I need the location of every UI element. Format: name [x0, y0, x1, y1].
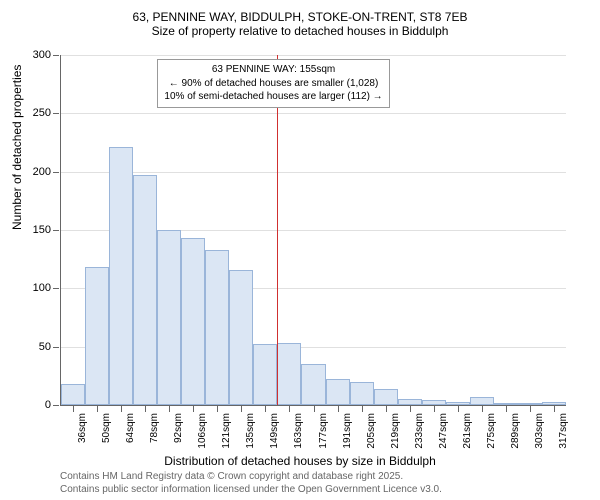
y-tick-label: 100 — [33, 282, 51, 294]
x-axis-label: Distribution of detached houses by size … — [0, 454, 600, 468]
x-tick-label: 78sqm — [149, 413, 160, 443]
y-axis-label: Number of detached properties — [10, 65, 24, 230]
x-tick-label: 50sqm — [101, 413, 112, 443]
bar — [518, 403, 542, 405]
bar — [350, 382, 374, 405]
x-tick-label: 106sqm — [197, 413, 208, 449]
bar — [422, 400, 446, 405]
y-tick — [53, 55, 59, 56]
x-tick — [530, 406, 531, 412]
footnote: Contains HM Land Registry data © Crown c… — [60, 470, 442, 496]
x-tick-label: 92sqm — [173, 413, 184, 443]
x-tick-label: 177sqm — [318, 413, 329, 449]
footnote-line-1: Contains HM Land Registry data © Crown c… — [60, 470, 442, 483]
bar — [229, 270, 253, 405]
x-tick-label: 121sqm — [221, 413, 232, 449]
y-tick — [53, 230, 59, 231]
x-tick — [386, 406, 387, 412]
x-tick-label: 233sqm — [414, 413, 425, 449]
x-tick — [241, 406, 242, 412]
y-tick — [53, 113, 59, 114]
x-tick-label: 275sqm — [486, 413, 497, 449]
bar — [61, 384, 85, 405]
y-tick — [53, 288, 59, 289]
x-tick — [410, 406, 411, 412]
gridline — [61, 113, 566, 114]
bar — [398, 399, 422, 405]
x-tick-label: 219sqm — [390, 413, 401, 449]
annotation-line-1: 63 PENNINE WAY: 155sqm — [164, 63, 382, 77]
x-tick-label: 149sqm — [269, 413, 280, 449]
gridline — [61, 55, 566, 56]
bar — [277, 343, 301, 405]
x-tick — [434, 406, 435, 412]
x-tick — [169, 406, 170, 412]
annotation-line-2: ← 90% of detached houses are smaller (1,… — [164, 77, 382, 91]
bar — [157, 230, 181, 405]
bar — [181, 238, 205, 405]
y-tick-label: 0 — [45, 399, 51, 411]
gridline — [61, 172, 566, 173]
y-tick — [53, 172, 59, 173]
y-tick-label: 200 — [33, 166, 51, 178]
x-tick — [193, 406, 194, 412]
y-tick — [53, 405, 59, 406]
bar — [494, 403, 518, 405]
annotation-box: 63 PENNINE WAY: 155sqm ← 90% of detached… — [157, 59, 389, 108]
annotation-line-3: 10% of semi-detached houses are larger (… — [164, 90, 382, 104]
x-tick-label: 64sqm — [125, 413, 136, 443]
x-tick — [362, 406, 363, 412]
y-tick-label: 300 — [33, 49, 51, 61]
bar — [133, 175, 157, 405]
bar — [470, 397, 494, 405]
bar — [326, 379, 350, 405]
y-tick-label: 150 — [33, 224, 51, 236]
plot-area: 05010015020025030036sqm50sqm64sqm78sqm92… — [60, 55, 566, 406]
title-line-1: 63, PENNINE WAY, BIDDULPH, STOKE-ON-TREN… — [0, 10, 600, 24]
title-line-2: Size of property relative to detached ho… — [0, 24, 600, 38]
bar — [374, 389, 398, 405]
x-tick — [145, 406, 146, 412]
bar — [109, 147, 133, 405]
y-tick — [53, 347, 59, 348]
y-tick-label: 50 — [39, 341, 51, 353]
x-tick — [73, 406, 74, 412]
x-tick — [458, 406, 459, 412]
bar — [85, 267, 109, 405]
y-tick-label: 250 — [33, 107, 51, 119]
chart-container: 63, PENNINE WAY, BIDDULPH, STOKE-ON-TREN… — [0, 0, 600, 500]
bar — [253, 344, 277, 405]
x-tick — [506, 406, 507, 412]
x-tick — [554, 406, 555, 412]
x-tick-label: 289sqm — [510, 413, 521, 449]
footnote-line-2: Contains public sector information licen… — [60, 483, 442, 496]
x-tick-label: 36sqm — [77, 413, 88, 443]
x-tick-label: 303sqm — [534, 413, 545, 449]
x-tick — [97, 406, 98, 412]
x-tick-label: 191sqm — [342, 413, 353, 449]
x-tick-label: 261sqm — [462, 413, 473, 449]
x-tick — [314, 406, 315, 412]
x-tick-label: 163sqm — [293, 413, 304, 449]
x-tick-label: 205sqm — [366, 413, 377, 449]
bar — [301, 364, 325, 405]
bar — [542, 402, 566, 406]
x-tick — [338, 406, 339, 412]
x-tick-label: 317sqm — [558, 413, 569, 449]
x-tick — [482, 406, 483, 412]
x-tick — [217, 406, 218, 412]
title-block: 63, PENNINE WAY, BIDDULPH, STOKE-ON-TREN… — [0, 0, 600, 38]
x-tick-label: 247sqm — [438, 413, 449, 449]
bar — [446, 402, 470, 406]
x-tick-label: 135sqm — [245, 413, 256, 449]
x-tick — [265, 406, 266, 412]
bar — [205, 250, 229, 405]
x-tick — [121, 406, 122, 412]
reference-line — [277, 55, 278, 405]
x-tick — [289, 406, 290, 412]
